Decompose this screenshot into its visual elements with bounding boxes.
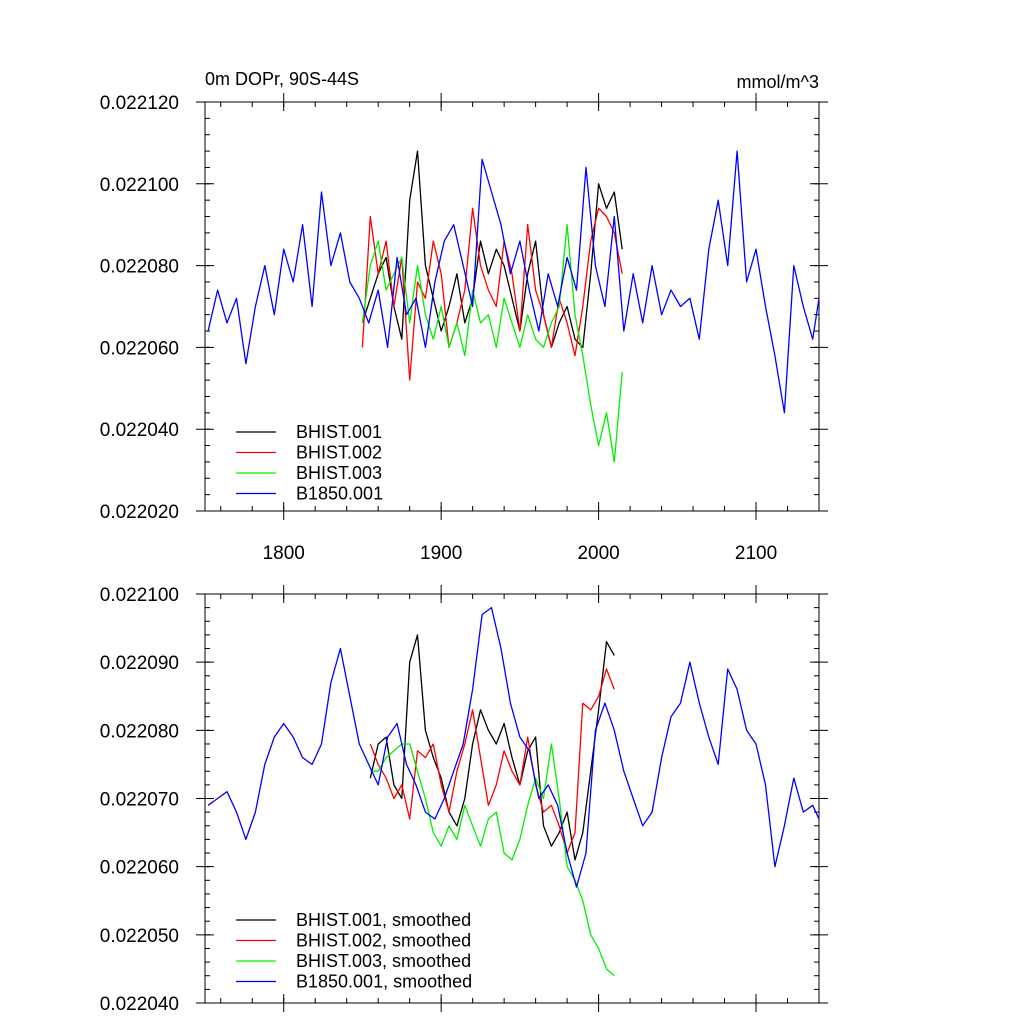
top-legend-label: BHIST.002: [296, 443, 382, 463]
top-x-tick-label: 1900: [420, 543, 462, 564]
bottom-legend-label: BHIST.001, smoothed: [296, 910, 471, 930]
bottom-legend-label: BHIST.002, smoothed: [296, 931, 471, 951]
top-legend-label: BHIST.003: [296, 463, 382, 483]
top-legend-label: BHIST.001: [296, 422, 382, 442]
top-legend-label: B1850.001: [296, 484, 383, 504]
bottom-y-tick-label: 0.022040: [100, 994, 179, 1015]
top-x-tick-label: 2100: [735, 543, 777, 564]
bottom-legend-label: B1850.001, smoothed: [296, 972, 472, 992]
bottom-series-line-4: [207, 606, 820, 888]
top-y-tick-label: 0.022020: [100, 502, 179, 523]
bottom-y-tick-label: 0.022050: [100, 926, 179, 947]
top-x-tick-label: 1800: [263, 543, 305, 564]
bottom-y-tick-label: 0.022080: [100, 721, 179, 742]
top-series-line-2: [361, 207, 623, 381]
bottom-y-tick-label: 0.022070: [100, 790, 179, 811]
bottom-y-tick-label: 0.022060: [100, 858, 179, 879]
bottom-legend-label: BHIST.003, smoothed: [296, 951, 471, 971]
bottom-series-line-2: [369, 668, 615, 854]
top-panel: 0.022020 0.022040 0.022060 0.022080 0.022100…: [100, 69, 828, 564]
bottom-series-line-1: [369, 634, 615, 861]
top-series-line-4: [207, 150, 820, 414]
top-y-tick-label: 0.022100: [100, 175, 179, 196]
top-y-tick-label: 0.022120: [100, 93, 179, 114]
top-series-line-3: [361, 224, 623, 463]
top-y-tick-label: 0.022080: [100, 257, 179, 278]
top-y-tick-label: 0.022060: [100, 338, 179, 359]
top-x-tick-label: 2000: [577, 543, 619, 564]
bottom-panel: 0.022040 0.022050 0.022060 0.022070 0.022080…: [100, 585, 828, 1015]
bottom-y-tick-label: 0.022090: [100, 653, 179, 674]
units-label: mmol/m^3: [737, 72, 819, 92]
top-series-line-1: [361, 150, 623, 349]
top-plot-frame: [204, 101, 820, 512]
chart-title: 0m DOPr, 90S-44S: [205, 69, 359, 89]
top-y-tick-label: 0.022040: [100, 420, 179, 441]
bottom-y-tick-label: 0.022100: [100, 585, 179, 606]
